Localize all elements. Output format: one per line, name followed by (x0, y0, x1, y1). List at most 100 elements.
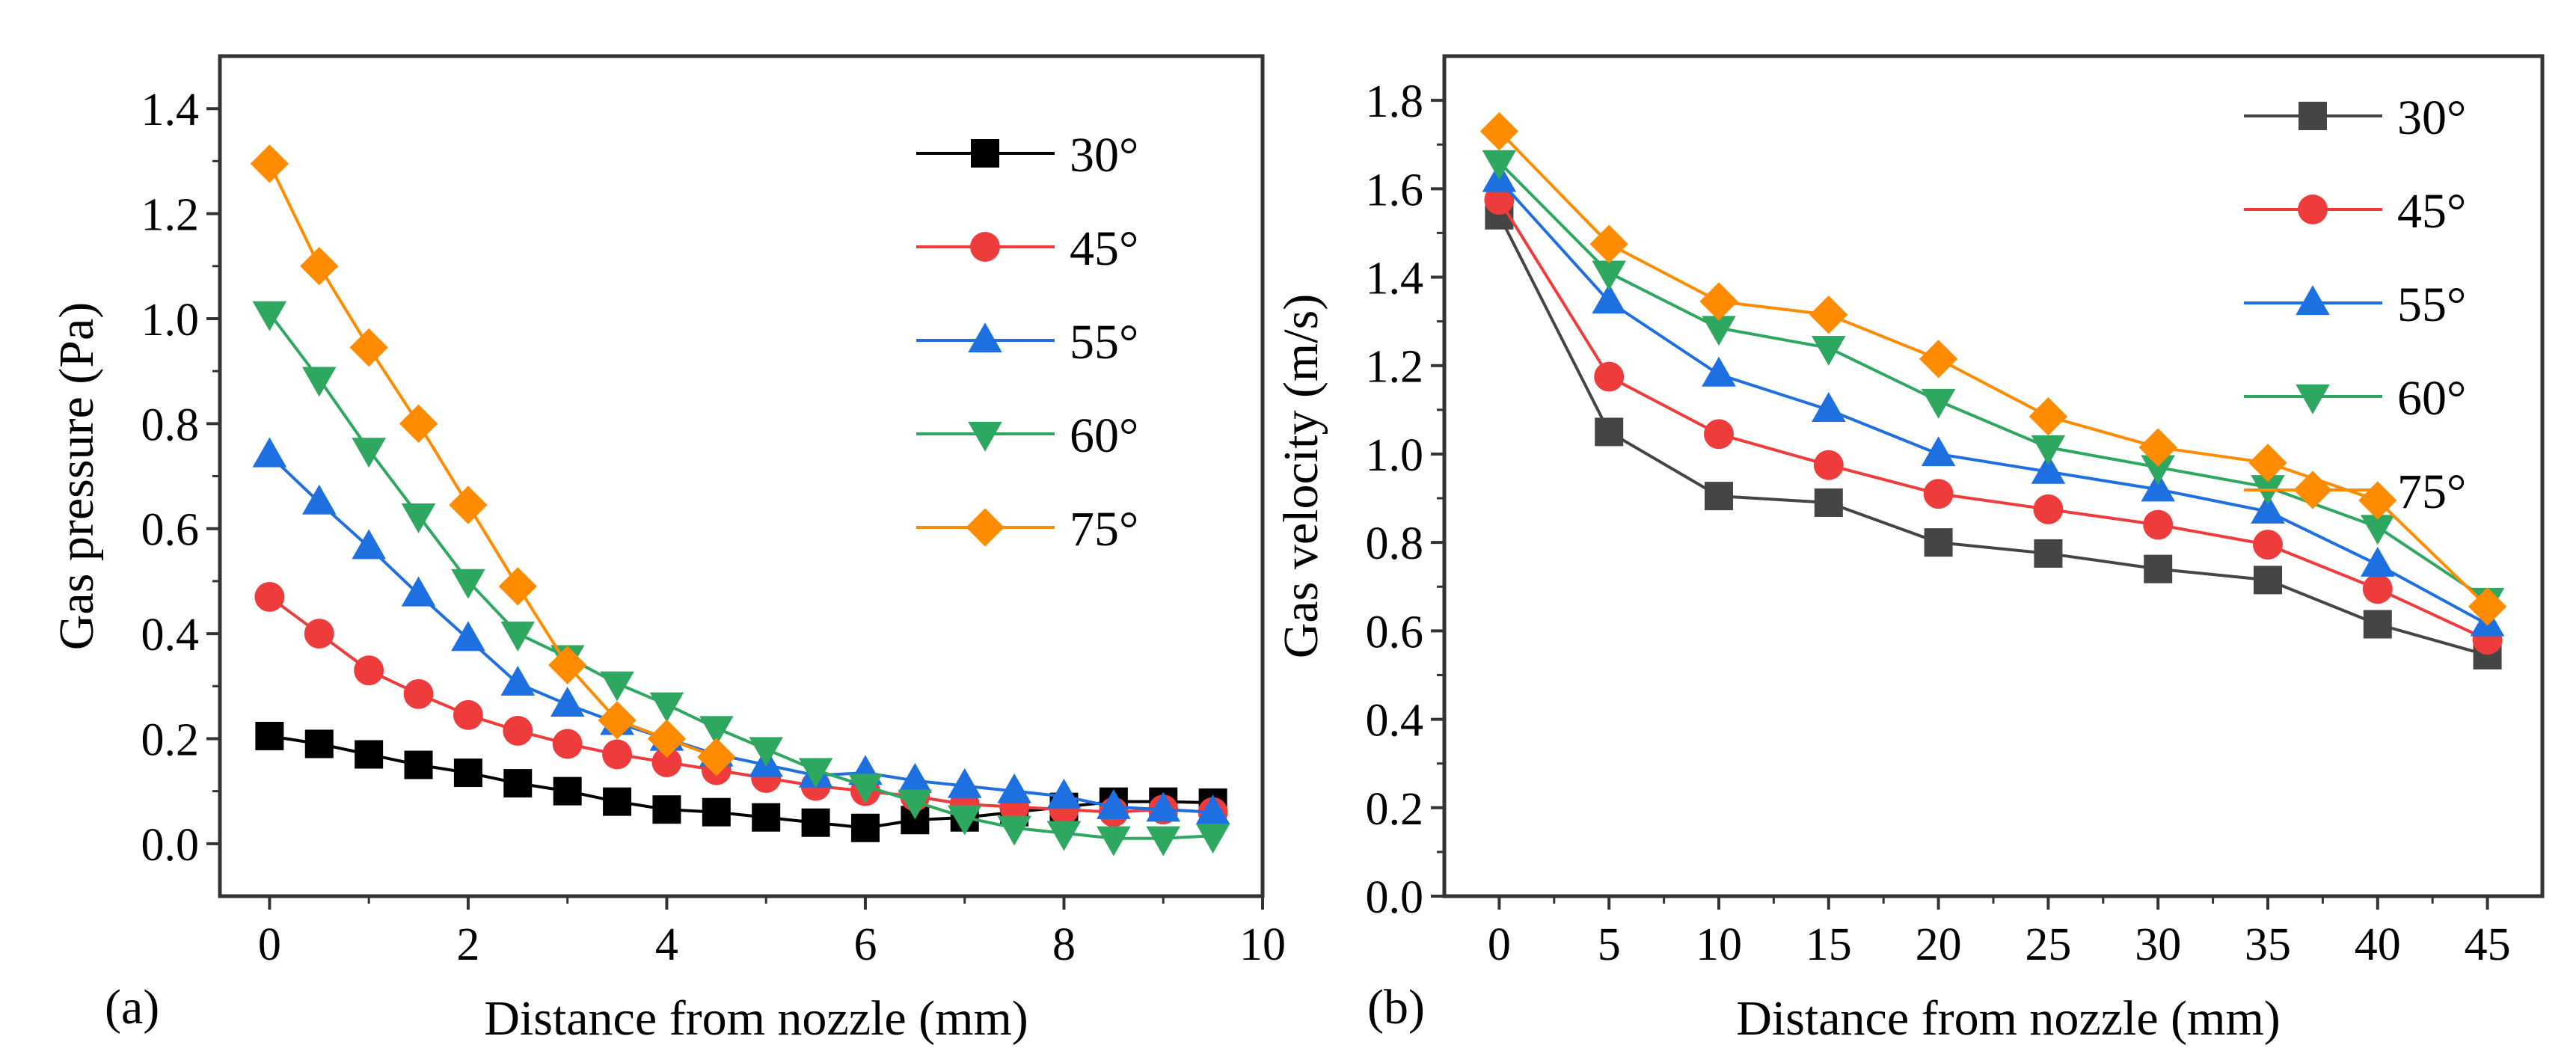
legend-item: 30° (2244, 91, 2466, 145)
series-line (1497, 130, 2488, 608)
series-30deg (1485, 200, 2502, 670)
marker-circle (1704, 419, 1734, 450)
marker-square (355, 740, 384, 769)
marker-square (1595, 417, 1624, 447)
marker-circle (970, 232, 1000, 262)
y-tick-label: 1.8 (1366, 76, 1424, 127)
y-tick-label: 0.8 (1366, 518, 1424, 569)
marker-diamond (2293, 471, 2332, 509)
marker-triangle-down (1592, 260, 1626, 291)
marker-triangle-up (968, 322, 1002, 353)
marker-diamond (449, 485, 488, 524)
marker-circle (2298, 194, 2328, 224)
series-55deg (1482, 162, 2505, 637)
legend-item: 55° (916, 315, 1138, 370)
marker-diamond (250, 144, 289, 183)
marker-triangle-up (997, 773, 1031, 803)
marker-circle (453, 699, 483, 730)
y-tick-label: 0.8 (141, 399, 200, 450)
y-axis-label: Gas velocity (m/s) (1274, 294, 1328, 659)
marker-circle (354, 655, 384, 686)
series-75deg (1479, 111, 2507, 626)
marker-square (603, 787, 632, 816)
marker-square (2299, 102, 2327, 130)
marker-triangle-up (1146, 791, 1181, 822)
x-tick-label: 5 (1598, 919, 1621, 970)
marker-square (1814, 488, 1843, 517)
marker-square (1924, 528, 1953, 557)
marker-diamond (548, 646, 587, 684)
legend-item: 30° (916, 128, 1138, 183)
marker-triangle-down (2141, 455, 2175, 485)
x-tick-label: 0 (1488, 919, 1511, 970)
marker-diamond (300, 247, 339, 286)
marker-triangle-up (1592, 284, 1626, 314)
marker-triangle-down (898, 789, 933, 820)
marker-triangle-up (1046, 778, 1082, 809)
legend-item: 45° (2244, 184, 2466, 239)
legend: 30° 45° 55° 60° 75° (2244, 91, 2466, 519)
legend-label: 55° (1070, 315, 1138, 370)
marker-diamond (2468, 587, 2507, 626)
marker-square (971, 139, 999, 168)
marker-triangle-down (352, 438, 386, 468)
marker-triangle-up (947, 767, 982, 798)
y-tick-label: 1.0 (1366, 430, 1424, 481)
marker-square (2034, 539, 2063, 568)
panel-label: (b) (1367, 980, 1425, 1035)
marker-triangle-up (2141, 471, 2175, 502)
marker-circle (2033, 494, 2064, 524)
y-tick-label: 0.0 (1366, 872, 1424, 923)
x-axis-label: Distance from nozzle (mm) (484, 991, 1028, 1046)
x-tick-label: 2 (456, 919, 479, 970)
x-axis-label: Distance from nozzle (mm) (1736, 991, 2281, 1046)
marker-circle (1484, 185, 1515, 215)
marker-triangle-down (500, 621, 536, 652)
legend-label: 60° (2397, 371, 2466, 426)
marker-triangle-down (1195, 824, 1230, 854)
panel-label: (a) (105, 980, 159, 1035)
legend-label: 55° (2397, 278, 2466, 332)
x-tick-label: 25 (2025, 919, 2071, 970)
marker-diamond (1589, 224, 1628, 263)
marker-triangle-up (401, 576, 436, 607)
marker-square (801, 808, 830, 837)
marker-triangle-up (1097, 788, 1131, 819)
y-tick-label: 1.2 (141, 190, 200, 241)
marker-square (1705, 482, 1733, 511)
marker-triangle-down (699, 716, 734, 747)
marker-triangle-down (1921, 388, 1956, 419)
marker-triangle-up (1812, 392, 1846, 422)
marker-square (850, 813, 880, 842)
marker-triangle-up (1195, 794, 1230, 824)
marker-triangle-down (2296, 384, 2330, 414)
marker-triangle-up (898, 762, 933, 793)
marker-square (752, 803, 781, 832)
marker-triangle-down (1702, 316, 1736, 346)
series-45deg (254, 581, 1228, 827)
y-tick-label: 0.2 (1366, 784, 1424, 835)
y-tick-label: 1.4 (141, 85, 200, 135)
marker-triangle-down (401, 503, 436, 533)
legend-label: 75° (2397, 465, 2466, 519)
marker-triangle-up (2251, 494, 2285, 524)
y-tick-label: 0.4 (1366, 696, 1424, 747)
marker-triangle-down (848, 773, 883, 804)
series-75deg (250, 144, 736, 776)
marker-diamond (647, 719, 687, 759)
marker-diamond (1919, 340, 1958, 379)
marker-triangle-down (1482, 150, 1517, 180)
marker-diamond (2358, 481, 2397, 520)
marker-triangle-down (2031, 435, 2066, 465)
x-tick-label: 6 (853, 919, 877, 970)
x-tick-label: 30 (2135, 919, 2181, 970)
y-tick-label: 1.0 (141, 295, 200, 346)
legend-item: 75° (2244, 465, 2466, 519)
chart-panel-a: 0 2 4 6 8 10 0.0 0.2 0.4 0.6 0.8 1.0 1.2 1.4 Distance … (49, 54, 1286, 1046)
marker-circle (602, 739, 632, 770)
marker-triangle-down (2361, 515, 2395, 545)
x-tick-label: 45 (2465, 919, 2511, 970)
marker-triangle-up (2361, 546, 2395, 577)
marker-square (255, 721, 284, 750)
